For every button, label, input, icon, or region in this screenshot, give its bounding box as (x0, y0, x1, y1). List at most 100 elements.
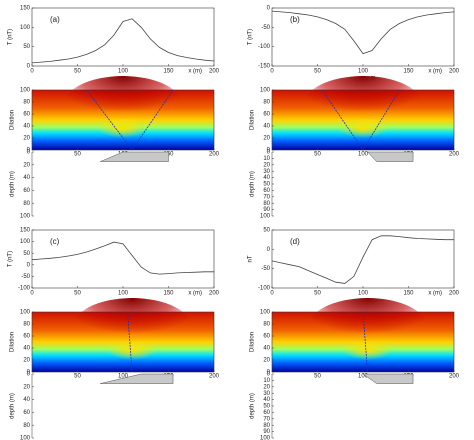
y-tick-label: 80 (263, 322, 270, 328)
y-axis-label: T (nT) (8, 29, 14, 45)
y-axis-label: depth (m) (10, 393, 16, 419)
x-tick-label: 200 (209, 152, 220, 158)
y-tick-label: 100 (260, 310, 271, 316)
y-tick-label: -50 (261, 25, 270, 31)
y-tick-label: 0 (27, 64, 31, 70)
y-tick-label: 100 (260, 214, 271, 220)
y-axis-label: T (nT) (248, 29, 254, 45)
y-tick-label: 10 (263, 378, 270, 384)
y-tick-label: 60 (23, 112, 30, 118)
x-tick-label: 100 (358, 69, 369, 75)
y-tick-label: 60 (263, 334, 270, 340)
y-tick-label: 30 (263, 391, 270, 397)
y-tick-label: 0 (267, 370, 271, 376)
y-axis-label: depth (m) (250, 393, 256, 419)
x-tick-label: 50 (314, 374, 321, 380)
y-tick-label: 0 (267, 150, 271, 156)
heatmap-core (63, 76, 183, 136)
y-tick-label: 100 (20, 436, 31, 440)
x-tick-label: 0 (30, 291, 34, 297)
y-tick-label: 50 (263, 182, 270, 188)
y-tick-label: 0 (27, 370, 31, 376)
y-tick-label: 30 (263, 169, 270, 175)
y-tick-label: 20 (23, 136, 30, 142)
y-tick-label: 80 (263, 423, 270, 429)
x-tick-label: 100 (358, 291, 369, 297)
anomaly-line (271, 10, 455, 55)
y-tick-label: 0 (27, 148, 31, 154)
y-tick-label: 60 (263, 188, 270, 194)
source-body (100, 151, 169, 162)
y-axis-label: Dilation (250, 332, 256, 352)
y-tick-label: 100 (260, 436, 271, 440)
y-tick-label: 90 (263, 429, 270, 435)
source-body (362, 373, 414, 384)
y-tick-label: 40 (263, 124, 270, 130)
y-tick-label: 50 (23, 251, 30, 257)
y-tick-label: 0 (27, 150, 31, 156)
y-tick-label: 50 (263, 404, 270, 410)
heatmap-trace (362, 311, 368, 373)
y-tick-label: 80 (23, 322, 30, 328)
x-tick-label: 100 (358, 152, 369, 158)
anomaly-line (31, 241, 214, 275)
y-tick-label: 40 (263, 346, 270, 352)
panel-label: (b) (290, 15, 300, 24)
x-tick-label: 150 (163, 291, 174, 297)
y-tick-label: 20 (23, 162, 30, 168)
x-axis-label: x (m) (188, 291, 202, 297)
heatmap-core (72, 298, 193, 358)
x-tick-label: 50 (74, 69, 81, 75)
y-tick-label: 20 (263, 358, 270, 364)
y-tick-label: 40 (23, 124, 30, 130)
heatmap-bump (342, 340, 393, 360)
y-tick-label: 40 (23, 397, 30, 403)
y-tick-label: 100 (20, 310, 31, 316)
x-axis-label: x (m) (428, 69, 442, 75)
y-tick-label: -100 (258, 286, 271, 292)
x-tick-label: 200 (209, 374, 220, 380)
panel-label: (d) (290, 237, 300, 246)
y-tick-label: -150 (258, 64, 271, 70)
y-tick-label: 70 (263, 194, 270, 200)
x-tick-label: 200 (209, 69, 220, 75)
y-axis-label: nT (248, 255, 254, 262)
y-tick-label: 150 (20, 6, 31, 12)
x-tick-label: 200 (449, 291, 460, 297)
y-tick-label: 100 (20, 214, 31, 220)
y-tick-label: 20 (23, 384, 30, 390)
y-tick-label: 20 (263, 162, 270, 168)
y-tick-label: 150 (20, 228, 31, 234)
y-tick-label: 40 (263, 397, 270, 403)
x-tick-label: 50 (314, 69, 321, 75)
y-tick-label: 100 (260, 88, 271, 94)
source-body (366, 151, 414, 162)
x-tick-label: 200 (449, 152, 460, 158)
y-tick-label: 50 (263, 228, 270, 234)
x-tick-label: 200 (209, 291, 220, 297)
x-tick-label: 0 (270, 69, 274, 75)
x-tick-label: 50 (314, 291, 321, 297)
y-tick-label: -100 (18, 286, 31, 292)
x-tick-label: 150 (163, 152, 174, 158)
x-tick-label: 150 (403, 291, 414, 297)
heatmap-bump (98, 118, 148, 138)
y-tick-label: 70 (263, 416, 270, 422)
y-tick-label: 60 (23, 188, 30, 194)
y-tick-label: 60 (23, 410, 30, 416)
y-tick-label: 0 (27, 262, 31, 268)
heatmap-bump (107, 340, 158, 360)
y-tick-label: 0 (267, 372, 271, 378)
y-tick-label: 20 (23, 358, 30, 364)
x-tick-label: 0 (270, 291, 274, 297)
y-axis-label: depth (m) (10, 171, 16, 197)
y-axis-label: T (nT) (8, 251, 14, 267)
anomaly-line (271, 235, 454, 284)
x-tick-label: 50 (314, 152, 321, 158)
y-tick-label: 80 (23, 100, 30, 106)
x-tick-label: 100 (358, 374, 369, 380)
y-tick-label: 100 (20, 239, 31, 245)
y-tick-label: 20 (263, 384, 270, 390)
